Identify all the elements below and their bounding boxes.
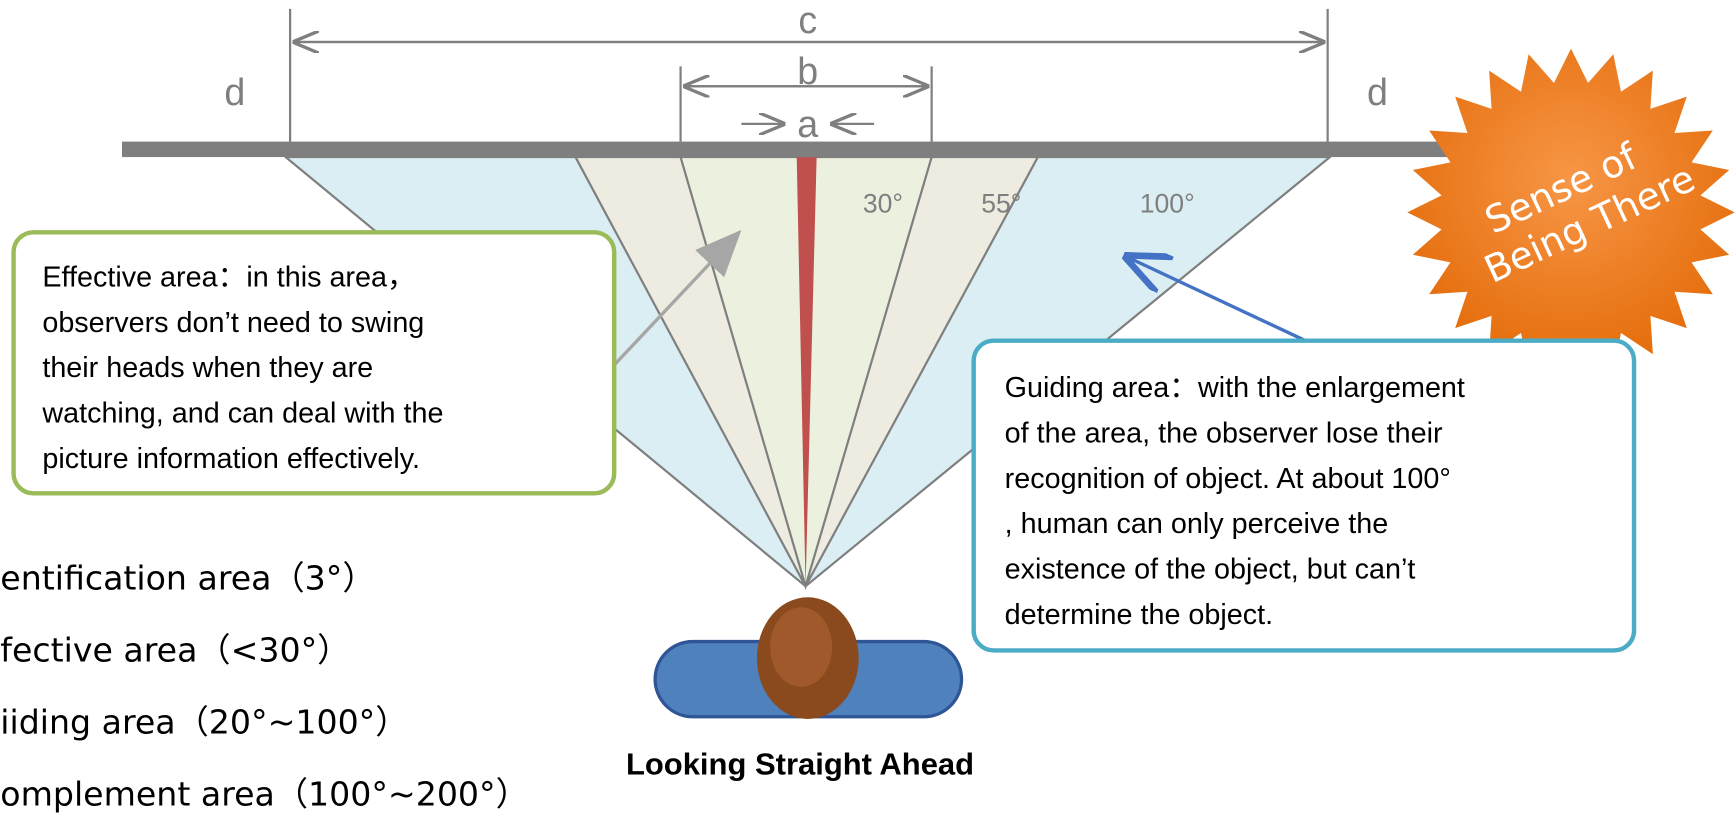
dim-label: d (224, 71, 245, 113)
observer (655, 597, 961, 719)
callout-line: their heads when they are (42, 352, 373, 384)
callout-line: Guiding area：with the enlargement (1005, 372, 1465, 404)
dim-label: b (797, 50, 818, 92)
badge: Sense of Being There (1407, 49, 1734, 376)
callout-line: watching, and can deal with the (41, 398, 443, 430)
dim-label: a (797, 103, 818, 145)
caption: Looking Straight Ahead (626, 746, 974, 781)
callout-line: determine the object. (1005, 599, 1274, 631)
callout-line: Effective area：in this area， (42, 261, 415, 293)
callout-line: , human can only perceive the (1005, 508, 1389, 540)
area-item: omplement area（100°~200°） (0, 774, 529, 813)
angle-label: 55° (981, 188, 1021, 218)
angle-label: 30° (863, 188, 903, 218)
area-list: entification area（3°） fective area（<30°） i… (0, 559, 529, 813)
area-item: fective area（<30°） (0, 630, 350, 669)
callout-line: picture information effectively. (42, 443, 420, 475)
dim-label: d (1367, 71, 1388, 113)
angle-label: 100° (1140, 188, 1195, 218)
area-item: entification area（3°） (0, 559, 375, 598)
area-item: iiding area（20°~100°） (0, 702, 408, 741)
callout-line: observers don’t need to swing (42, 307, 424, 339)
dim-label: c (798, 0, 817, 41)
callout-line: of the area, the observer lose their (1005, 417, 1443, 449)
diagram: c b a d d 30° 55° 100° Sense of Being Th… (0, 0, 1735, 813)
callout-line: recognition of object. At about 100° (1005, 463, 1451, 495)
callout-line: existence of the object, but can’t (1005, 554, 1416, 586)
